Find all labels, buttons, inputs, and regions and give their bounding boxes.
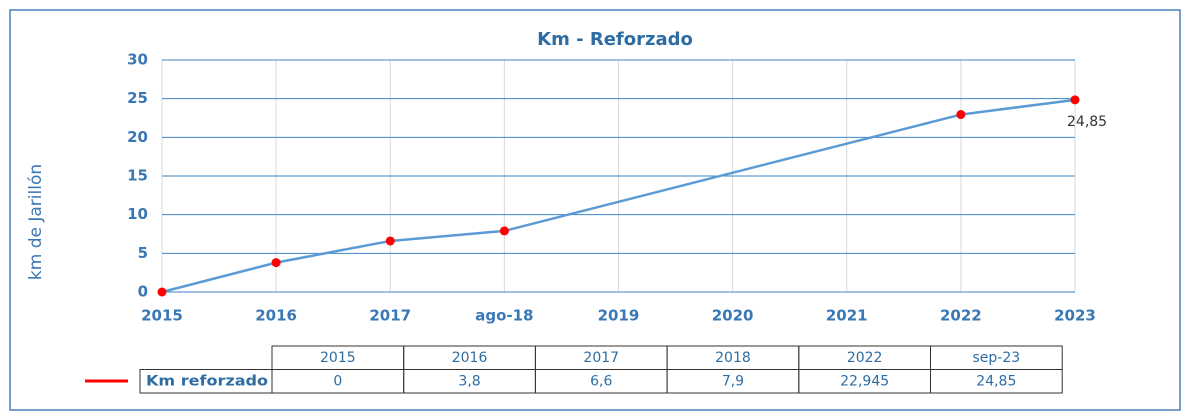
column-header: sep-23 (973, 350, 1021, 366)
x-tick-label: 2015 (141, 307, 183, 325)
line-segment (960, 98, 1076, 116)
table-value: 7,9 (722, 373, 744, 389)
line-segment (275, 239, 391, 264)
y-tick-label: 30 (127, 51, 148, 69)
point (1070, 95, 1080, 105)
frame (9, 9, 1181, 411)
column-header: 2017 (583, 350, 619, 366)
column-header: 2022 (847, 350, 883, 366)
x-tick-label: 2022 (940, 307, 982, 325)
table-value: 3,8 (458, 373, 480, 389)
column-header: 2015 (320, 350, 356, 366)
point (956, 110, 966, 120)
line-segment (390, 229, 505, 243)
table-value: 0 (333, 373, 342, 389)
table-value: 24,85 (976, 373, 1016, 389)
x-tick-label: 2020 (712, 307, 754, 325)
table-value: 6,6 (590, 373, 612, 389)
x-tick-label: 2016 (255, 307, 297, 325)
x-tick-label: 2019 (598, 307, 640, 325)
line-segment (161, 261, 277, 294)
x-tick-label: 2021 (826, 307, 868, 325)
chart-title: Km - Reforzado (537, 29, 693, 50)
line-segment (504, 113, 962, 233)
legend-label: Km reforzado (146, 373, 268, 389)
point (157, 287, 167, 297)
point (499, 226, 509, 236)
x-tick-label: 2017 (369, 307, 411, 325)
column-header: 2016 (452, 350, 488, 366)
x-tick-label: 2023 (1054, 307, 1096, 325)
y-tick-label: 15 (127, 167, 148, 185)
table-value: 22,945 (840, 373, 889, 389)
point (271, 258, 281, 268)
value-cell (930, 369, 1063, 394)
y-axis-label: km de Jarillón (26, 164, 46, 280)
column-header: 2018 (715, 350, 751, 366)
y-tick-label: 5 (138, 244, 148, 262)
y-tick-label: 20 (127, 128, 148, 146)
y-tick-label: 0 (138, 283, 148, 301)
data-label: 24,85 (1067, 114, 1107, 130)
point (385, 236, 395, 246)
x-tick-label: ago-18 (475, 307, 533, 325)
y-tick-label: 10 (127, 205, 148, 223)
y-tick-label: 25 (127, 89, 148, 107)
